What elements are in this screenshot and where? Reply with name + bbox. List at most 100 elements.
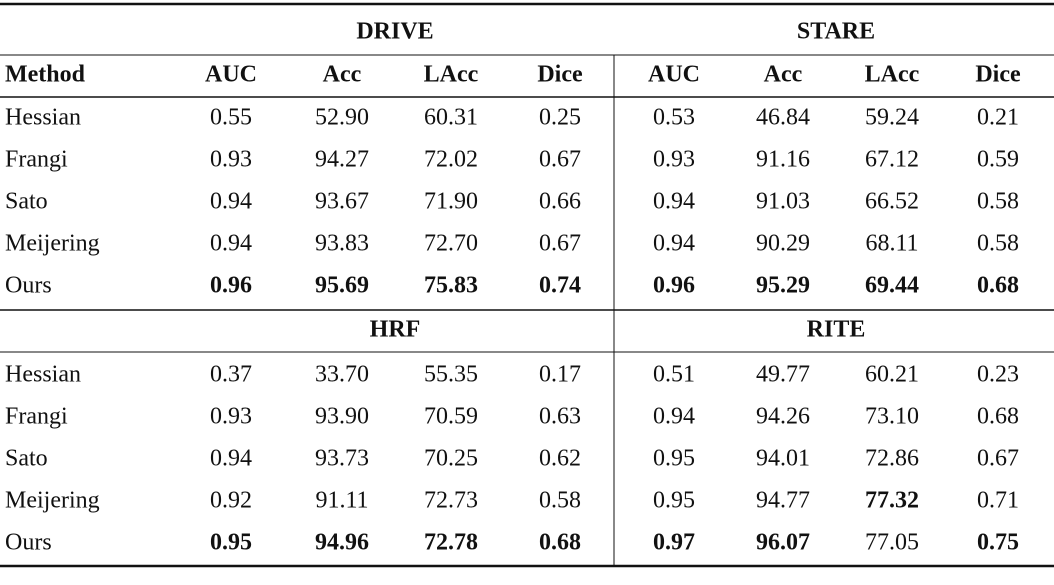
metric-value: 0.94	[210, 446, 252, 472]
metric-value: 91.03	[756, 189, 810, 215]
metric-value: 0.95	[653, 446, 695, 472]
method-name: Hessian	[5, 362, 81, 388]
metric-value: 91.11	[315, 488, 368, 514]
metric-value: 0.67	[539, 147, 581, 173]
metric-value: 0.94	[210, 231, 252, 257]
metric-value: 68.11	[865, 231, 918, 257]
method-name: Sato	[5, 446, 48, 472]
metric-value: 0.58	[977, 189, 1019, 215]
metric-value: 0.94	[653, 189, 695, 215]
metric-value: 0.21	[977, 105, 1019, 131]
metric-value: 0.67	[977, 446, 1019, 472]
metric-value: 67.12	[865, 147, 919, 173]
metric-value: 69.44	[865, 273, 919, 299]
metric-value: 0.93	[210, 147, 252, 173]
metric-value: 59.24	[865, 105, 919, 131]
metric-value: 72.70	[424, 231, 478, 257]
method-name: Frangi	[5, 147, 68, 173]
metric-value: 93.90	[315, 404, 369, 430]
metric-value: 0.74	[539, 273, 581, 299]
column-header: Acc	[323, 62, 362, 88]
method-name: Meijering	[5, 231, 100, 257]
metric-value: 0.51	[653, 362, 695, 388]
metric-value: 0.97	[653, 530, 695, 556]
metric-value: 72.78	[424, 530, 478, 556]
column-header: Dice	[975, 62, 1021, 88]
metric-value: 75.83	[424, 273, 478, 299]
metric-value: 0.94	[653, 404, 695, 430]
metric-value: 0.68	[977, 273, 1019, 299]
metric-value: 0.93	[653, 147, 695, 173]
metric-value: 95.29	[756, 273, 810, 299]
metric-value: 0.75	[977, 530, 1019, 556]
column-header: LAcc	[865, 62, 920, 88]
metric-value: 72.86	[865, 446, 919, 472]
metric-value: 55.35	[424, 362, 478, 388]
metric-value: 66.52	[865, 189, 919, 215]
metric-value: 0.62	[539, 446, 581, 472]
method-name: Ours	[5, 530, 52, 556]
method-name: Sato	[5, 189, 48, 215]
metric-value: 0.68	[539, 530, 581, 556]
metric-value: 72.73	[424, 488, 478, 514]
metric-value: 49.77	[756, 362, 810, 388]
column-header: Method	[5, 62, 86, 88]
dataset-header: DRIVE	[356, 19, 433, 45]
metric-value: 94.96	[315, 530, 369, 556]
metric-value: 0.96	[210, 273, 252, 299]
column-header: AUC	[648, 62, 700, 88]
method-name: Meijering	[5, 488, 100, 514]
metric-value: 0.37	[210, 362, 252, 388]
metric-value: 0.55	[210, 105, 252, 131]
metric-value: 0.53	[653, 105, 695, 131]
method-name: Frangi	[5, 404, 68, 430]
metric-value: 0.25	[539, 105, 581, 131]
metric-value: 94.27	[315, 147, 369, 173]
metric-value: 0.94	[653, 231, 695, 257]
metric-value: 77.05	[865, 530, 919, 556]
metric-value: 0.58	[539, 488, 581, 514]
metric-value: 0.58	[977, 231, 1019, 257]
metric-value: 0.67	[539, 231, 581, 257]
metric-value: 0.63	[539, 404, 581, 430]
dataset-header: STARE	[797, 19, 875, 45]
metric-value: 94.26	[756, 404, 810, 430]
method-name: Hessian	[5, 105, 81, 131]
dataset-header: RITE	[807, 317, 866, 343]
metric-value: 94.01	[756, 446, 810, 472]
column-header: LAcc	[424, 62, 479, 88]
metric-value: 0.95	[653, 488, 695, 514]
metric-value: 93.73	[315, 446, 369, 472]
metric-value: 0.96	[653, 273, 695, 299]
metric-value: 0.66	[539, 189, 581, 215]
metric-value: 0.17	[539, 362, 581, 388]
metric-value: 90.29	[756, 231, 810, 257]
metric-value: 94.77	[756, 488, 810, 514]
metric-value: 71.90	[424, 189, 478, 215]
metric-value: 73.10	[865, 404, 919, 430]
column-header: AUC	[205, 62, 257, 88]
metric-value: 95.69	[315, 273, 369, 299]
metric-value: 0.94	[210, 189, 252, 215]
metric-value: 0.95	[210, 530, 252, 556]
metric-value: 52.90	[315, 105, 369, 131]
metric-value: 60.31	[424, 105, 478, 131]
metric-value: 93.83	[315, 231, 369, 257]
metric-value: 77.32	[865, 488, 919, 514]
dataset-header: HRF	[370, 317, 421, 343]
column-header: Dice	[537, 62, 583, 88]
metric-value: 0.71	[977, 488, 1019, 514]
metric-value: 0.68	[977, 404, 1019, 430]
metric-value: 33.70	[315, 362, 369, 388]
metric-value: 0.59	[977, 147, 1019, 173]
metric-value: 93.67	[315, 189, 369, 215]
metric-value: 96.07	[756, 530, 810, 556]
metric-value: 0.92	[210, 488, 252, 514]
metric-value: 70.25	[424, 446, 478, 472]
metric-value: 91.16	[756, 147, 810, 173]
metric-value: 72.02	[424, 147, 478, 173]
metric-value: 0.93	[210, 404, 252, 430]
metric-value: 70.59	[424, 404, 478, 430]
